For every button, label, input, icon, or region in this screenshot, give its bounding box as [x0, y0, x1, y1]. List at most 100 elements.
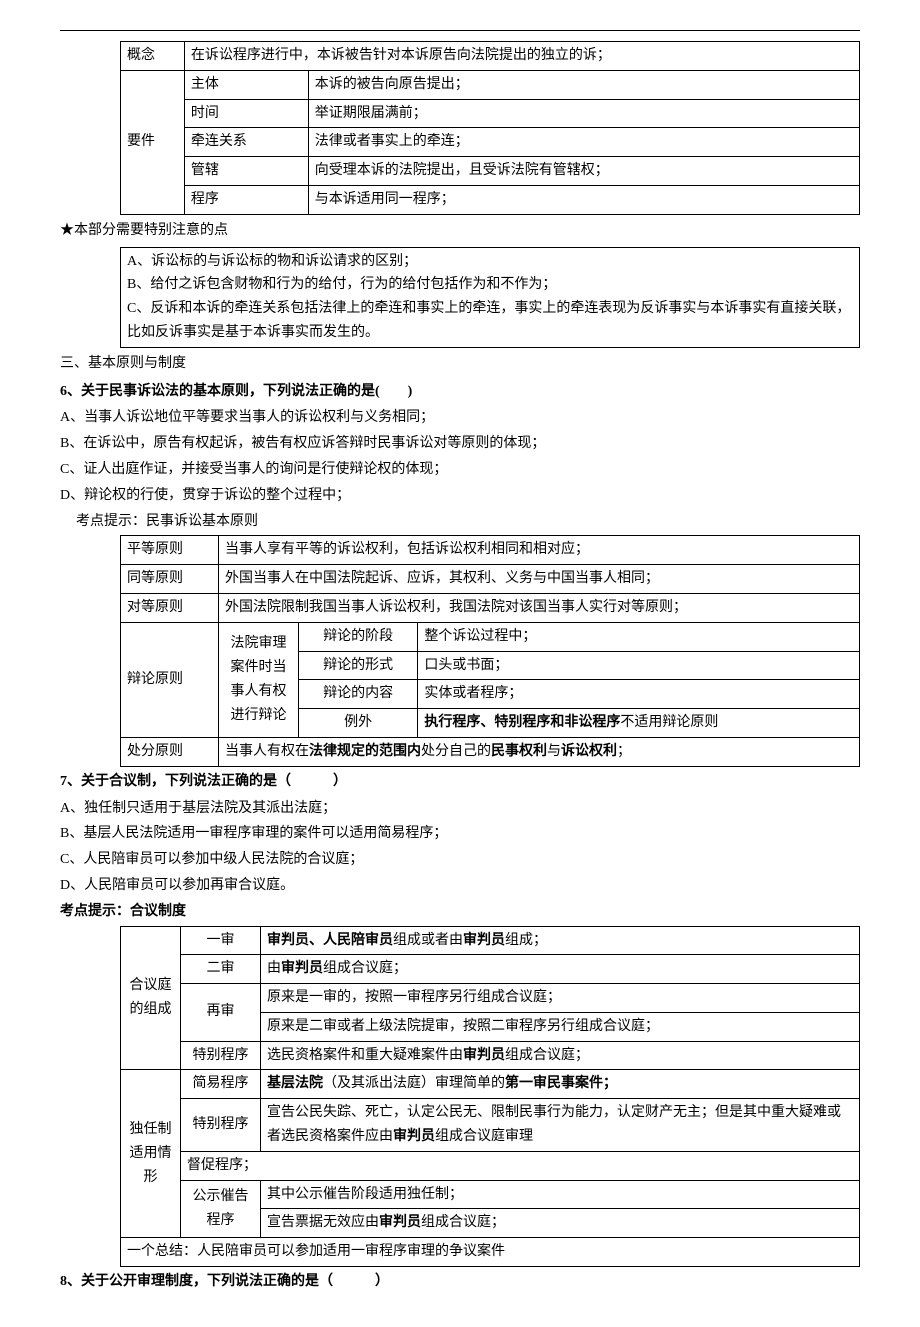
cell: 再审 [181, 984, 261, 1042]
table-counterclaim: 概念 在诉讼程序进行中，本诉被告针对本诉原告向法院提出的独立的诉； 要件 主体 … [120, 41, 860, 215]
cell: 辩论的内容 [298, 680, 417, 709]
cell: 选民资格案件和重大疑难案件由审判员组成合议庭； [261, 1041, 860, 1070]
star-note: ★本部分需要特别注意的点 [60, 219, 860, 243]
text: 审判员 [463, 933, 505, 948]
cell: 辩论的形式 [298, 651, 417, 680]
cell: 整个诉讼过程中； [418, 622, 860, 651]
option: B、在诉讼中，原告有权起诉，被告有权应诉答辩时民事诉讼对等原则的体现； [60, 432, 860, 456]
cell: 当事人享有平等的诉讼权利，包括诉讼权利相同和相对应； [218, 536, 859, 565]
cell: 法院审理案件时当事人有权进行辩论 [218, 622, 298, 737]
cell: 实体或者程序； [418, 680, 860, 709]
cell: 审判员、人民陪审员组成或者由审判员组成； [261, 926, 860, 955]
question-7-stem: 7、关于合议制，下列说法正确的是（ ） [60, 770, 860, 794]
cell: 在诉讼程序进行中，本诉被告针对本诉原告向法院提出的独立的诉； [184, 42, 859, 71]
cell: 当事人有权在法律规定的范围内处分自己的民事权利与诉讼权利； [218, 737, 859, 766]
option: D、辩论权的行使，贯穿于诉讼的整个过程中； [60, 484, 860, 508]
cell: 处分原则 [121, 737, 219, 766]
cell: 概念 [121, 42, 185, 71]
cell: 一个总结：人民陪审员可以参加适用一审程序审理的争议案件 [121, 1238, 860, 1267]
hint: 考点提示：合议制度 [60, 900, 860, 924]
hint: 考点提示：民事诉讼基本原则 [76, 510, 860, 534]
cell: 外国法院限制我国当事人诉讼权利，我国法院对该国当事人实行对等原则； [218, 593, 859, 622]
note-line: C、反诉和本诉的牵连关系包括法律上的牵连和事实上的牵连，事实上的牵连表现为反诉事… [127, 297, 853, 345]
cell: 简易程序 [181, 1070, 261, 1099]
header-rule [60, 30, 860, 31]
text: 基层法院 [267, 1076, 323, 1091]
text: 审判员 [463, 1048, 505, 1063]
cell: 外国当事人在中国法院起诉、应诉，其权利、义务与中国当事人相同； [218, 565, 859, 594]
text: 审判员 [281, 961, 323, 976]
text: 第一审民事案件； [505, 1076, 617, 1091]
text: 选民资格案件和重大疑难案件由 [267, 1048, 463, 1063]
option: C、证人出庭作证，并接受当事人的询问是行使辩论权的体现； [60, 458, 860, 482]
text: 审判员 [379, 1215, 421, 1230]
cell: 例外 [298, 709, 417, 738]
cell: 对等原则 [121, 593, 219, 622]
cell: 同等原则 [121, 565, 219, 594]
text: 由 [267, 961, 281, 976]
table-collegial: 合议庭的组成 一审 审判员、人民陪审员组成或者由审判员组成； 二审由审判员组成合… [120, 926, 860, 1268]
cell: 管辖 [184, 157, 308, 186]
option: A、当事人诉讼地位平等要求当事人的诉讼权利与义务相同； [60, 406, 860, 430]
cell: 原来是一审的，按照一审程序另行组成合议庭； [261, 984, 860, 1013]
text: 审判员、人民陪审员 [267, 933, 393, 948]
cell: 执行程序、特别程序和非讼程序不适用辩论原则 [418, 709, 860, 738]
cell: 法律或者事实上的牵连； [308, 128, 859, 157]
cell: 要件 [121, 70, 185, 214]
text: 宣告票据无效应由 [267, 1215, 379, 1230]
cell: 本诉的被告向原告提出； [308, 70, 859, 99]
cell: 时间 [184, 99, 308, 128]
text: 组成合议庭审理 [435, 1129, 533, 1144]
text: 组成； [505, 933, 547, 948]
cell: 宣告公民失踪、死亡，认定公民无、限制民事行为能力，认定财产无主；但是其中重大疑难… [261, 1099, 860, 1152]
option: A、独任制只适用于基层法院及其派出法庭； [60, 797, 860, 821]
cell: 特别程序 [181, 1099, 261, 1152]
text: ； [617, 744, 631, 759]
cell: 程序 [184, 185, 308, 214]
cell: 原来是二审或者上级法院提审，按照二审程序另行组成合议庭； [261, 1012, 860, 1041]
cell: 宣告票据无效应由审判员组成合议庭； [261, 1209, 860, 1238]
table-principles: 平等原则当事人享有平等的诉讼权利，包括诉讼权利相同和相对应； 同等原则外国当事人… [120, 535, 860, 766]
cell: 与本诉适用同一程序； [308, 185, 859, 214]
cell: 督促程序； [181, 1151, 860, 1180]
cell: 举证期限届满前； [308, 99, 859, 128]
cell: 辩论的阶段 [298, 622, 417, 651]
cell: 向受理本诉的法院提出，且受诉法院有管辖权； [308, 157, 859, 186]
cell: 独任制适用情形 [121, 1070, 181, 1238]
cell: 辩论原则 [121, 622, 219, 737]
note-box: A、诉讼标的与诉讼标的物和诉讼请求的区别； B、给付之诉包含财物和行为的给付，行… [120, 247, 860, 348]
cell: 由审判员组成合议庭； [261, 955, 860, 984]
text: 当事人有权在 [225, 744, 309, 759]
question-8-stem: 8、关于公开审理制度，下列说法正确的是（ ） [60, 1270, 860, 1294]
cell: 基层法院（及其派出法庭）审理简单的第一审民事案件； [261, 1070, 860, 1099]
text: 处分自己的 [421, 744, 491, 759]
cell: 主体 [184, 70, 308, 99]
text: 与 [547, 744, 561, 759]
cell: 口头或书面； [418, 651, 860, 680]
text: 组成或者由 [393, 933, 463, 948]
text: 组成合议庭； [505, 1048, 589, 1063]
cell: 公示催告程序 [181, 1180, 261, 1238]
text: 诉讼权利 [561, 744, 617, 759]
text: 民事权利 [491, 744, 547, 759]
cell: 二审 [181, 955, 261, 984]
note-line: B、给付之诉包含财物和行为的给付，行为的给付包括作为和不作为； [127, 273, 853, 297]
text: （及其派出法庭）审理简单的 [323, 1076, 505, 1091]
cell: 一审 [181, 926, 261, 955]
text: 执行程序、特别程序和非讼程序 [424, 715, 620, 730]
question-6-stem: 6、关于民事诉讼法的基本原则，下列说法正确的是( ) [60, 380, 860, 404]
text: 审判员 [393, 1129, 435, 1144]
cell: 平等原则 [121, 536, 219, 565]
text: 不适用辩论原则 [620, 715, 718, 730]
cell: 特别程序 [181, 1041, 261, 1070]
cell: 其中公示催告阶段适用独任制； [261, 1180, 860, 1209]
cell: 合议庭的组成 [121, 926, 181, 1070]
section-heading: 三、基本原则与制度 [60, 352, 860, 376]
option: D、人民陪审员可以参加再审合议庭。 [60, 874, 860, 898]
text: 组成合议庭； [323, 961, 407, 976]
note-line: A、诉讼标的与诉讼标的物和诉讼请求的区别； [127, 250, 853, 274]
text: 宣告公民失踪、死亡，认定公民无、限制民事行为能力，认定财产无主；但是其中重大疑难… [267, 1105, 841, 1144]
text: 组成合议庭； [421, 1215, 505, 1230]
option: B、基层人民法院适用一审程序审理的案件可以适用简易程序； [60, 822, 860, 846]
cell: 牵连关系 [184, 128, 308, 157]
